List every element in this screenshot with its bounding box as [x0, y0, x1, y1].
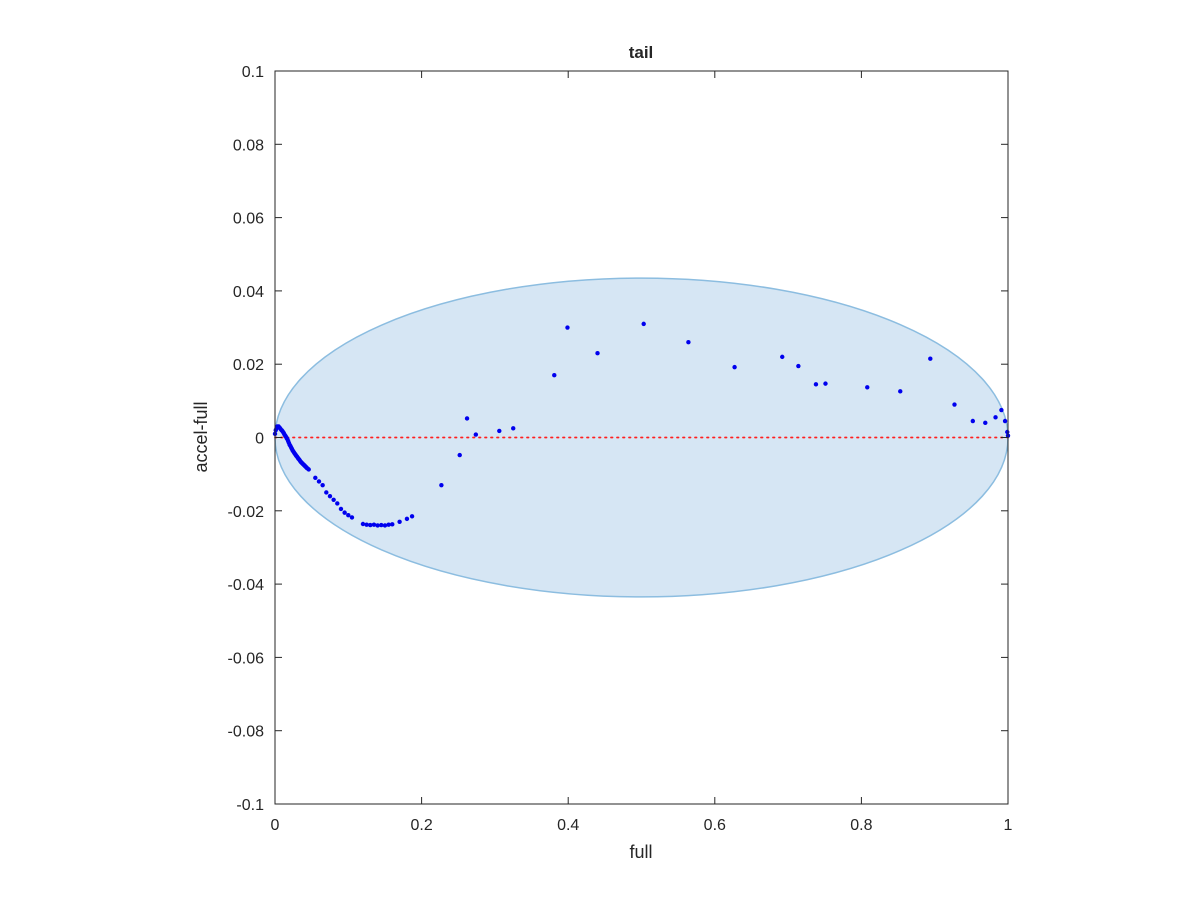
data-point	[641, 321, 646, 327]
data-point	[346, 512, 351, 518]
data-point	[335, 501, 340, 506]
data-point	[316, 479, 322, 484]
data-point	[865, 385, 870, 390]
y-tick-label: 0.04	[233, 284, 264, 301]
data-points	[272, 321, 1011, 528]
data-point	[306, 467, 311, 472]
y-tick-label: 0	[255, 431, 264, 448]
chart-title: tail	[629, 43, 654, 62]
x-axis-ticks: 0 0.2 0.4 0.6 0.8 1	[271, 71, 1013, 834]
data-point	[379, 522, 384, 528]
y-tick-label: -0.04	[228, 577, 265, 594]
data-point	[970, 418, 976, 424]
data-point	[409, 514, 415, 519]
y-tick-label: 0.08	[233, 137, 264, 154]
data-point	[898, 389, 903, 394]
data-point	[595, 351, 600, 356]
plot-area	[272, 277, 1011, 598]
data-point	[342, 510, 347, 515]
x-tick-label: 0.6	[704, 817, 726, 834]
x-tick-label: 0	[271, 817, 280, 834]
data-point	[928, 356, 933, 361]
data-point	[327, 493, 333, 499]
data-point	[390, 522, 395, 527]
data-point	[732, 364, 737, 370]
data-point	[511, 426, 516, 431]
data-point	[1005, 429, 1010, 435]
data-point	[324, 490, 329, 495]
data-point	[320, 482, 325, 488]
data-point	[813, 382, 819, 387]
data-point	[375, 523, 380, 528]
y-axis-ticks: -0.1 -0.08 -0.06 -0.04 -0.02 0 0.02 0.04 0.06 0.0…	[228, 64, 1008, 814]
y-tick-label: -0.08	[228, 724, 265, 741]
data-point	[397, 519, 402, 524]
data-point	[473, 432, 479, 437]
y-tick-label: 0.02	[233, 357, 264, 374]
data-point	[331, 497, 336, 503]
x-tick-label: 0.2	[410, 817, 432, 834]
data-point	[338, 506, 344, 512]
data-point	[497, 428, 502, 434]
data-point	[1002, 418, 1008, 424]
data-point	[439, 482, 444, 488]
x-tick-label: 0.8	[850, 817, 872, 834]
data-point	[349, 515, 355, 520]
data-point	[999, 407, 1004, 413]
y-tick-label: -0.06	[228, 650, 265, 667]
data-point	[313, 475, 318, 481]
data-point	[457, 452, 462, 458]
data-point	[360, 521, 366, 527]
y-tick-label: 0.06	[233, 211, 264, 228]
data-point	[386, 522, 391, 527]
x-tick-label: 1	[1004, 817, 1013, 834]
data-point	[464, 416, 470, 421]
y-tick-label: -0.02	[228, 504, 265, 521]
data-point	[368, 522, 373, 528]
data-point	[686, 340, 691, 345]
x-tick-label: 0.4	[557, 817, 579, 834]
y-axis-label: accel-full	[191, 401, 211, 472]
data-point	[796, 363, 801, 369]
data-point	[371, 522, 377, 527]
x-axis-label: full	[629, 842, 652, 862]
data-point	[983, 420, 988, 426]
data-point	[823, 381, 828, 386]
data-point	[993, 415, 998, 420]
data-point	[404, 516, 410, 522]
data-point	[780, 354, 785, 360]
y-tick-label: 0.1	[242, 64, 264, 81]
data-point	[565, 325, 570, 330]
data-point	[552, 372, 557, 378]
data-point	[364, 522, 369, 527]
data-point	[382, 523, 388, 528]
data-point	[952, 402, 957, 407]
y-tick-label: -0.1	[236, 797, 264, 814]
